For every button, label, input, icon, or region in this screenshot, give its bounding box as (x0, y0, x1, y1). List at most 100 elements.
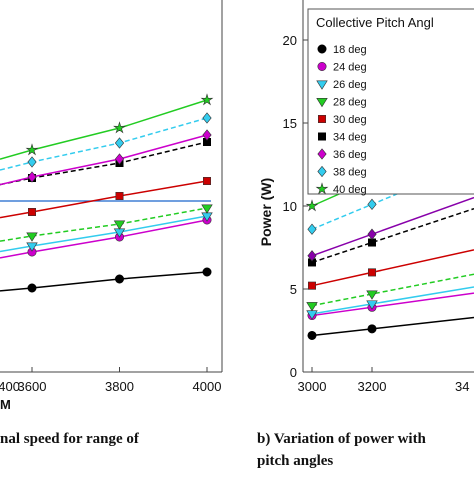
legend-label: 38 deg (333, 167, 367, 179)
left-point-18-deg (115, 274, 125, 284)
left-point-18-deg (202, 267, 212, 277)
right-chart-panel: 3000 3200 34 0 5 10 15 20 Power (W) Collective… (258, 0, 474, 394)
left-point-38-deg (202, 112, 212, 124)
legend-marker-28-deg (316, 98, 328, 108)
legend-label: 30 deg (333, 114, 367, 126)
left-point-36-deg (114, 153, 125, 165)
right-x-ticks: 3000 3200 34 (298, 367, 469, 394)
legend-item: 30 deg (317, 114, 367, 126)
right-y-tick-label: 0 (290, 365, 297, 380)
legend-item: 34 deg (317, 132, 367, 144)
legend: Collective Pitch Angl 18 deg 24 deg 26 deg… (307, 8, 474, 196)
right-y-tick-label: 20 (283, 33, 297, 48)
legend-items: 18 deg 24 deg 26 deg 28 deg 30 deg 34 deg 36 d… (315, 44, 367, 196)
legend-item: 38 deg (317, 165, 367, 179)
left-point-36-deg (202, 129, 212, 141)
right-y-ticks: 0 5 10 15 20 (283, 33, 308, 380)
left-point-18-deg (27, 283, 37, 293)
left-series-line-18-deg (0, 271, 208, 292)
left-series-line-40-deg (0, 99, 208, 160)
legend-marker-30-deg (317, 115, 326, 124)
right-y-tick-label: 5 (290, 282, 297, 297)
legend-marker-36-deg (317, 148, 327, 160)
right-series-line-30-deg (311, 249, 474, 287)
left-point-28-deg (113, 220, 126, 230)
right-x-tick-label: 3200 (358, 379, 387, 394)
right-series-line-36-deg (311, 196, 474, 257)
right-point-34-deg (367, 238, 376, 247)
right-point-40-deg (305, 199, 319, 212)
legend-item: 28 deg (316, 97, 367, 109)
right-series-line-24-deg (311, 292, 474, 317)
left-point-30-deg (115, 192, 124, 201)
left-x-tick-label: 4000 (193, 379, 222, 394)
legend-marker-40-deg (315, 182, 329, 195)
right-point-28-deg (366, 290, 378, 300)
right-point-36-deg (367, 228, 377, 240)
legend-title: Collective Pitch Angl (316, 15, 434, 30)
left-x-tick-label: 3800 (105, 379, 134, 394)
right-series-line-34-deg (311, 207, 474, 264)
left-series-line-26-deg (0, 215, 208, 253)
left-series-line-24-deg (0, 219, 208, 259)
left-point-30-deg (203, 177, 212, 186)
left-x-tick-label: 3400 (0, 379, 20, 394)
legend-label: 18 deg (333, 44, 367, 56)
left-series-line-38-deg (0, 117, 208, 171)
right-point-18-deg (307, 330, 317, 340)
legend-label: 24 deg (333, 62, 367, 74)
right-y-tick-label: 15 (283, 116, 297, 131)
left-x-axis-label: M (0, 397, 11, 412)
left-point-28-deg (26, 232, 38, 242)
left-x-ticks: 3600 3800 4000 3400 (0, 367, 221, 394)
right-point-30-deg (307, 281, 316, 290)
left-point-40-deg (200, 93, 214, 106)
left-series-line-28-deg (0, 207, 208, 242)
legend-item: 24 deg (317, 61, 367, 74)
legend-label: 34 deg (333, 132, 367, 144)
legend-marker-18-deg (317, 44, 327, 54)
legend-item: 40 deg (315, 182, 367, 196)
legend-label: 28 deg (333, 97, 367, 109)
legend-marker-26-deg (316, 80, 328, 90)
legend-box (307, 8, 474, 195)
left-series-line-36-deg (0, 134, 208, 186)
legend-label: 36 deg (333, 149, 367, 161)
left-point-38-deg (27, 156, 37, 168)
left-point-30-deg (27, 208, 36, 217)
left-point-36-deg (27, 171, 37, 183)
left-caption-line1: nal speed for range of (0, 431, 140, 447)
right-point-18-deg (367, 324, 377, 334)
left-series-line-30-deg (0, 180, 208, 219)
left-series-group (0, 93, 214, 293)
right-point-38-deg (307, 223, 317, 235)
right-x-tick-label: 3000 (298, 379, 327, 394)
legend-label: 26 deg (333, 79, 367, 91)
left-point-40-deg (25, 143, 39, 156)
right-caption-line1: b) Variation of power with (257, 431, 427, 447)
legend-marker-34-deg (317, 132, 326, 141)
legend-label: 40 deg (333, 184, 367, 196)
right-series-line-28-deg (311, 273, 474, 307)
legend-item: 36 deg (317, 148, 367, 161)
right-point-28-deg (306, 302, 318, 312)
right-y-tick-label: 10 (283, 199, 297, 214)
right-point-26-deg (366, 300, 378, 310)
left-point-38-deg (114, 137, 125, 149)
right-point-36-deg (307, 250, 317, 262)
left-point-40-deg (113, 121, 126, 134)
left-chart-panel: 3600 3800 4000 3400 M (0, 0, 223, 412)
legend-marker-24-deg (317, 61, 327, 71)
legend-item: 26 deg (316, 79, 367, 91)
right-x-tick-label: 34 (455, 379, 469, 394)
left-x-tick-label: 3600 (18, 379, 47, 394)
right-series-line-26-deg (311, 286, 474, 315)
right-caption-line2: pitch angles (257, 453, 333, 469)
left-point-28-deg (201, 204, 213, 214)
right-point-38-deg (367, 198, 377, 211)
right-y-axis-label: Power (W) (258, 178, 274, 246)
right-point-30-deg (367, 268, 376, 277)
right-series-line-18-deg (311, 316, 474, 337)
left-point-26-deg (26, 242, 38, 252)
